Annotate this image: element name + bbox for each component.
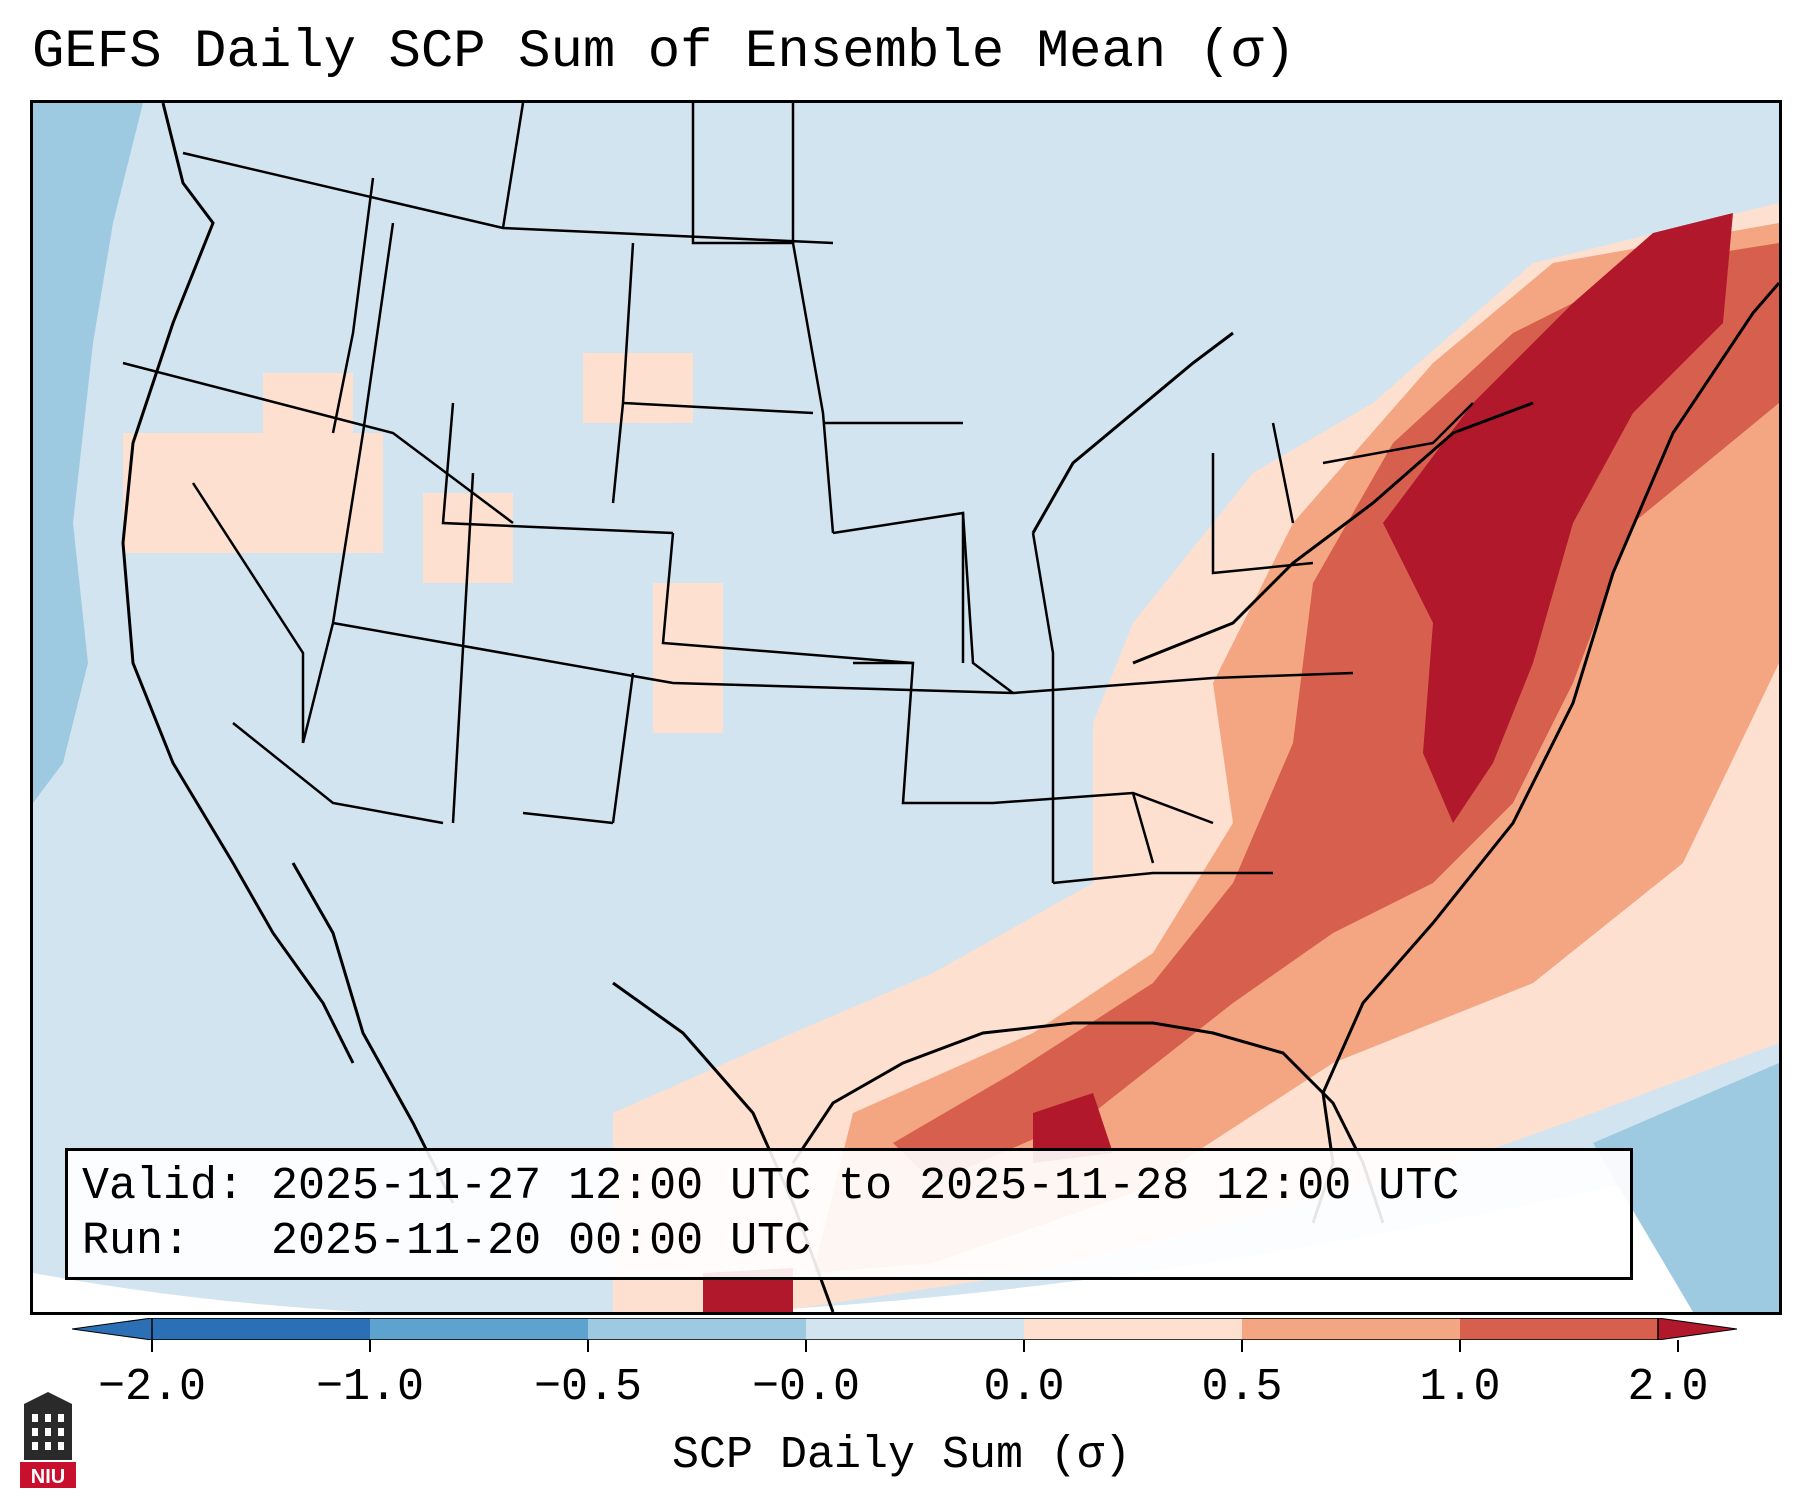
colorbar-bin-5 — [1024, 1318, 1242, 1340]
northeast-extreme-positive — [1383, 213, 1733, 823]
gulf-extreme-positive — [1033, 1093, 1113, 1163]
valid-value: 2025-11-27 12:00 UTC to 2025-11-28 12:00… — [271, 1161, 1460, 1212]
tick-mark-6 — [1459, 1340, 1461, 1352]
map-panel — [30, 100, 1782, 1315]
colorbar-bin-4 — [806, 1318, 1024, 1340]
state-borders — [122, 103, 1474, 885]
valid-label: Valid: — [82, 1161, 245, 1212]
colorbar-low-extend — [72, 1318, 153, 1340]
colorbar-bin-6 — [1242, 1318, 1460, 1340]
logo-text: NIU — [31, 1466, 65, 1488]
tick-mark-5 — [1241, 1340, 1243, 1352]
logo-red-band — [20, 1462, 76, 1488]
tick-mark-4 — [1023, 1340, 1025, 1352]
tick-label-5: 0.5 — [1201, 1362, 1283, 1413]
colorbar-outline — [151, 1318, 1659, 1340]
colorbar-high-extend — [1657, 1318, 1737, 1340]
colorbar-label: SCP Daily Sum (σ) — [671, 1430, 1132, 1481]
colorbar-bin-1 — [152, 1318, 370, 1340]
scp-map — [33, 103, 1779, 1312]
colorbar — [72, 1318, 1737, 1340]
tick-label-2: −0.5 — [533, 1362, 643, 1413]
run-row: Run: 2025-11-20 00:00 UTC — [82, 1214, 1616, 1269]
niu-logo: NIU — [20, 1392, 76, 1488]
pacific-negative-band — [33, 103, 143, 803]
logo-roof-icon — [24, 1392, 72, 1404]
tick-label-4: 0.0 — [983, 1362, 1065, 1413]
logo-windows-icon — [32, 1414, 64, 1450]
tick-mark-1 — [369, 1340, 371, 1352]
tick-label-0: −2.0 — [97, 1362, 207, 1413]
valid-run-info-box: Valid: 2025-11-27 12:00 UTC to 2025-11-2… — [65, 1148, 1633, 1280]
colorbar-bin-7 — [1460, 1318, 1658, 1340]
map-title: GEFS Daily SCP Sum of Ensemble Mean (σ) — [32, 22, 1296, 83]
tick-label-3: −0.0 — [751, 1362, 861, 1413]
atlantic-negative-patch — [1593, 1063, 1779, 1312]
colorbar-bin-3 — [588, 1318, 806, 1340]
tick-label-1: −1.0 — [315, 1362, 425, 1413]
run-value: 2025-11-20 00:00 UTC — [271, 1216, 812, 1267]
tick-label-6: 1.0 — [1419, 1362, 1501, 1413]
valid-row: Valid: 2025-11-27 12:00 UTC to 2025-11-2… — [82, 1159, 1616, 1214]
tick-mark-2 — [587, 1340, 589, 1352]
run-label: Run: — [82, 1216, 191, 1267]
tick-label-7: 2.0 — [1627, 1362, 1709, 1413]
tick-mark-7 — [1677, 1340, 1679, 1352]
colorbar-bin-2 — [370, 1318, 588, 1340]
western-weak-positive — [123, 353, 723, 733]
tick-mark-0 — [151, 1340, 153, 1352]
tick-mark-3 — [805, 1340, 807, 1352]
